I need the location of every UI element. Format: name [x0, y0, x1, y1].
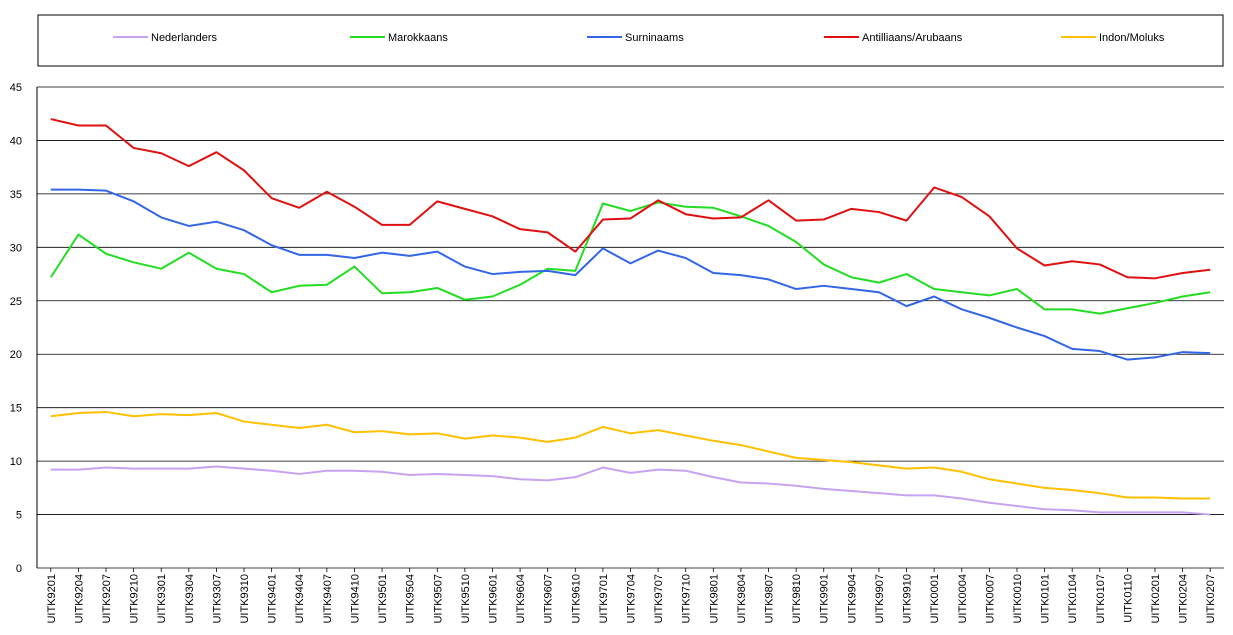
- y-tick-label: 20: [10, 349, 22, 361]
- x-tick-label: UITK9910: [902, 574, 914, 624]
- x-tick-label: UITK9604: [515, 574, 527, 624]
- x-tick-label: UITK9507: [432, 574, 444, 624]
- x-tick-label: UITK9501: [377, 574, 389, 624]
- x-tick-label: UITK9707: [653, 574, 665, 624]
- y-tick-label: 40: [10, 135, 22, 147]
- y-tick-label: 0: [16, 563, 22, 575]
- x-tick-label: UITK0207: [1205, 574, 1217, 624]
- x-tick-label: UITK9410: [349, 574, 361, 624]
- x-tick-label: UITK9607: [543, 574, 555, 624]
- x-tick-label: UITK9307: [211, 574, 223, 624]
- x-tick-label: UITK9904: [846, 574, 858, 624]
- y-tick-label: 30: [10, 242, 22, 254]
- y-tick-label: 15: [10, 403, 22, 415]
- series-line: [50, 118, 1211, 280]
- x-tick-label: UITK9504: [405, 574, 417, 624]
- series-line: [50, 410, 1211, 500]
- legend-label: Indon/Moluks: [1099, 32, 1165, 44]
- x-tick-label: UITK9710: [681, 574, 693, 624]
- x-tick-label: UITK0107: [1095, 574, 1107, 624]
- x-tick-label: UITK0007: [984, 574, 996, 624]
- x-tick-label: UITK0104: [1067, 574, 1079, 624]
- x-tick-label: UITK9810: [791, 574, 803, 624]
- y-tick-label: 35: [10, 189, 22, 201]
- x-tick-label: UITK9201: [46, 574, 58, 624]
- x-tick-label: UITK9304: [184, 574, 196, 624]
- legend-label: Marokkaans: [388, 32, 448, 44]
- y-tick-label: 45: [10, 82, 22, 94]
- x-tick-label: UITK0110: [1122, 574, 1134, 623]
- y-tick-label: 25: [10, 296, 22, 308]
- x-tick-label: UITK9210: [129, 574, 141, 624]
- x-tick-label: UITK0201: [1150, 574, 1162, 624]
- x-tick-label: UITK9807: [764, 574, 776, 624]
- series-line: [50, 465, 1211, 516]
- y-tick-label: 10: [10, 456, 22, 468]
- x-tick-label: UITK9801: [708, 574, 720, 624]
- x-tick-label: UITK0010: [1012, 574, 1024, 624]
- x-tick-label: UITK9407: [322, 574, 334, 624]
- x-tick-label: UITK9310: [239, 574, 251, 624]
- x-tick-label: UITK0004: [957, 574, 969, 624]
- x-tick-label: UITK9901: [819, 574, 831, 624]
- legend-label: Antilliaans/Arubaans: [862, 32, 963, 44]
- x-tick-label: UITK9301: [156, 574, 168, 624]
- x-tick-label: UITK0204: [1178, 574, 1190, 624]
- y-tick-label: 5: [16, 510, 22, 522]
- x-tick-label: UITK0101: [1040, 574, 1052, 624]
- x-tick-label: UITK9510: [460, 574, 472, 624]
- x-tick-label: UITK9204: [73, 574, 85, 624]
- x-tick-label: UITK9601: [487, 574, 499, 624]
- x-tick-label: UITK9401: [267, 574, 279, 624]
- legend-box: [37, 14, 1224, 67]
- legend-label: Surninaams: [625, 32, 684, 44]
- x-tick-label: UITK9907: [874, 574, 886, 624]
- x-tick-label: UITK9207: [101, 574, 113, 624]
- x-tick-label: UITK9704: [626, 574, 638, 624]
- x-tick-label: UITK9404: [294, 574, 306, 624]
- x-tick-label: UITK9804: [736, 574, 748, 624]
- x-tick-label: UITK0001: [929, 574, 941, 624]
- x-tick-label: UITK9701: [598, 574, 610, 624]
- series-line: [50, 188, 1211, 361]
- legend-label: Nederlanders: [151, 32, 218, 44]
- x-tick-label: UITK9610: [570, 574, 582, 624]
- series-line: [49, 201, 1211, 315]
